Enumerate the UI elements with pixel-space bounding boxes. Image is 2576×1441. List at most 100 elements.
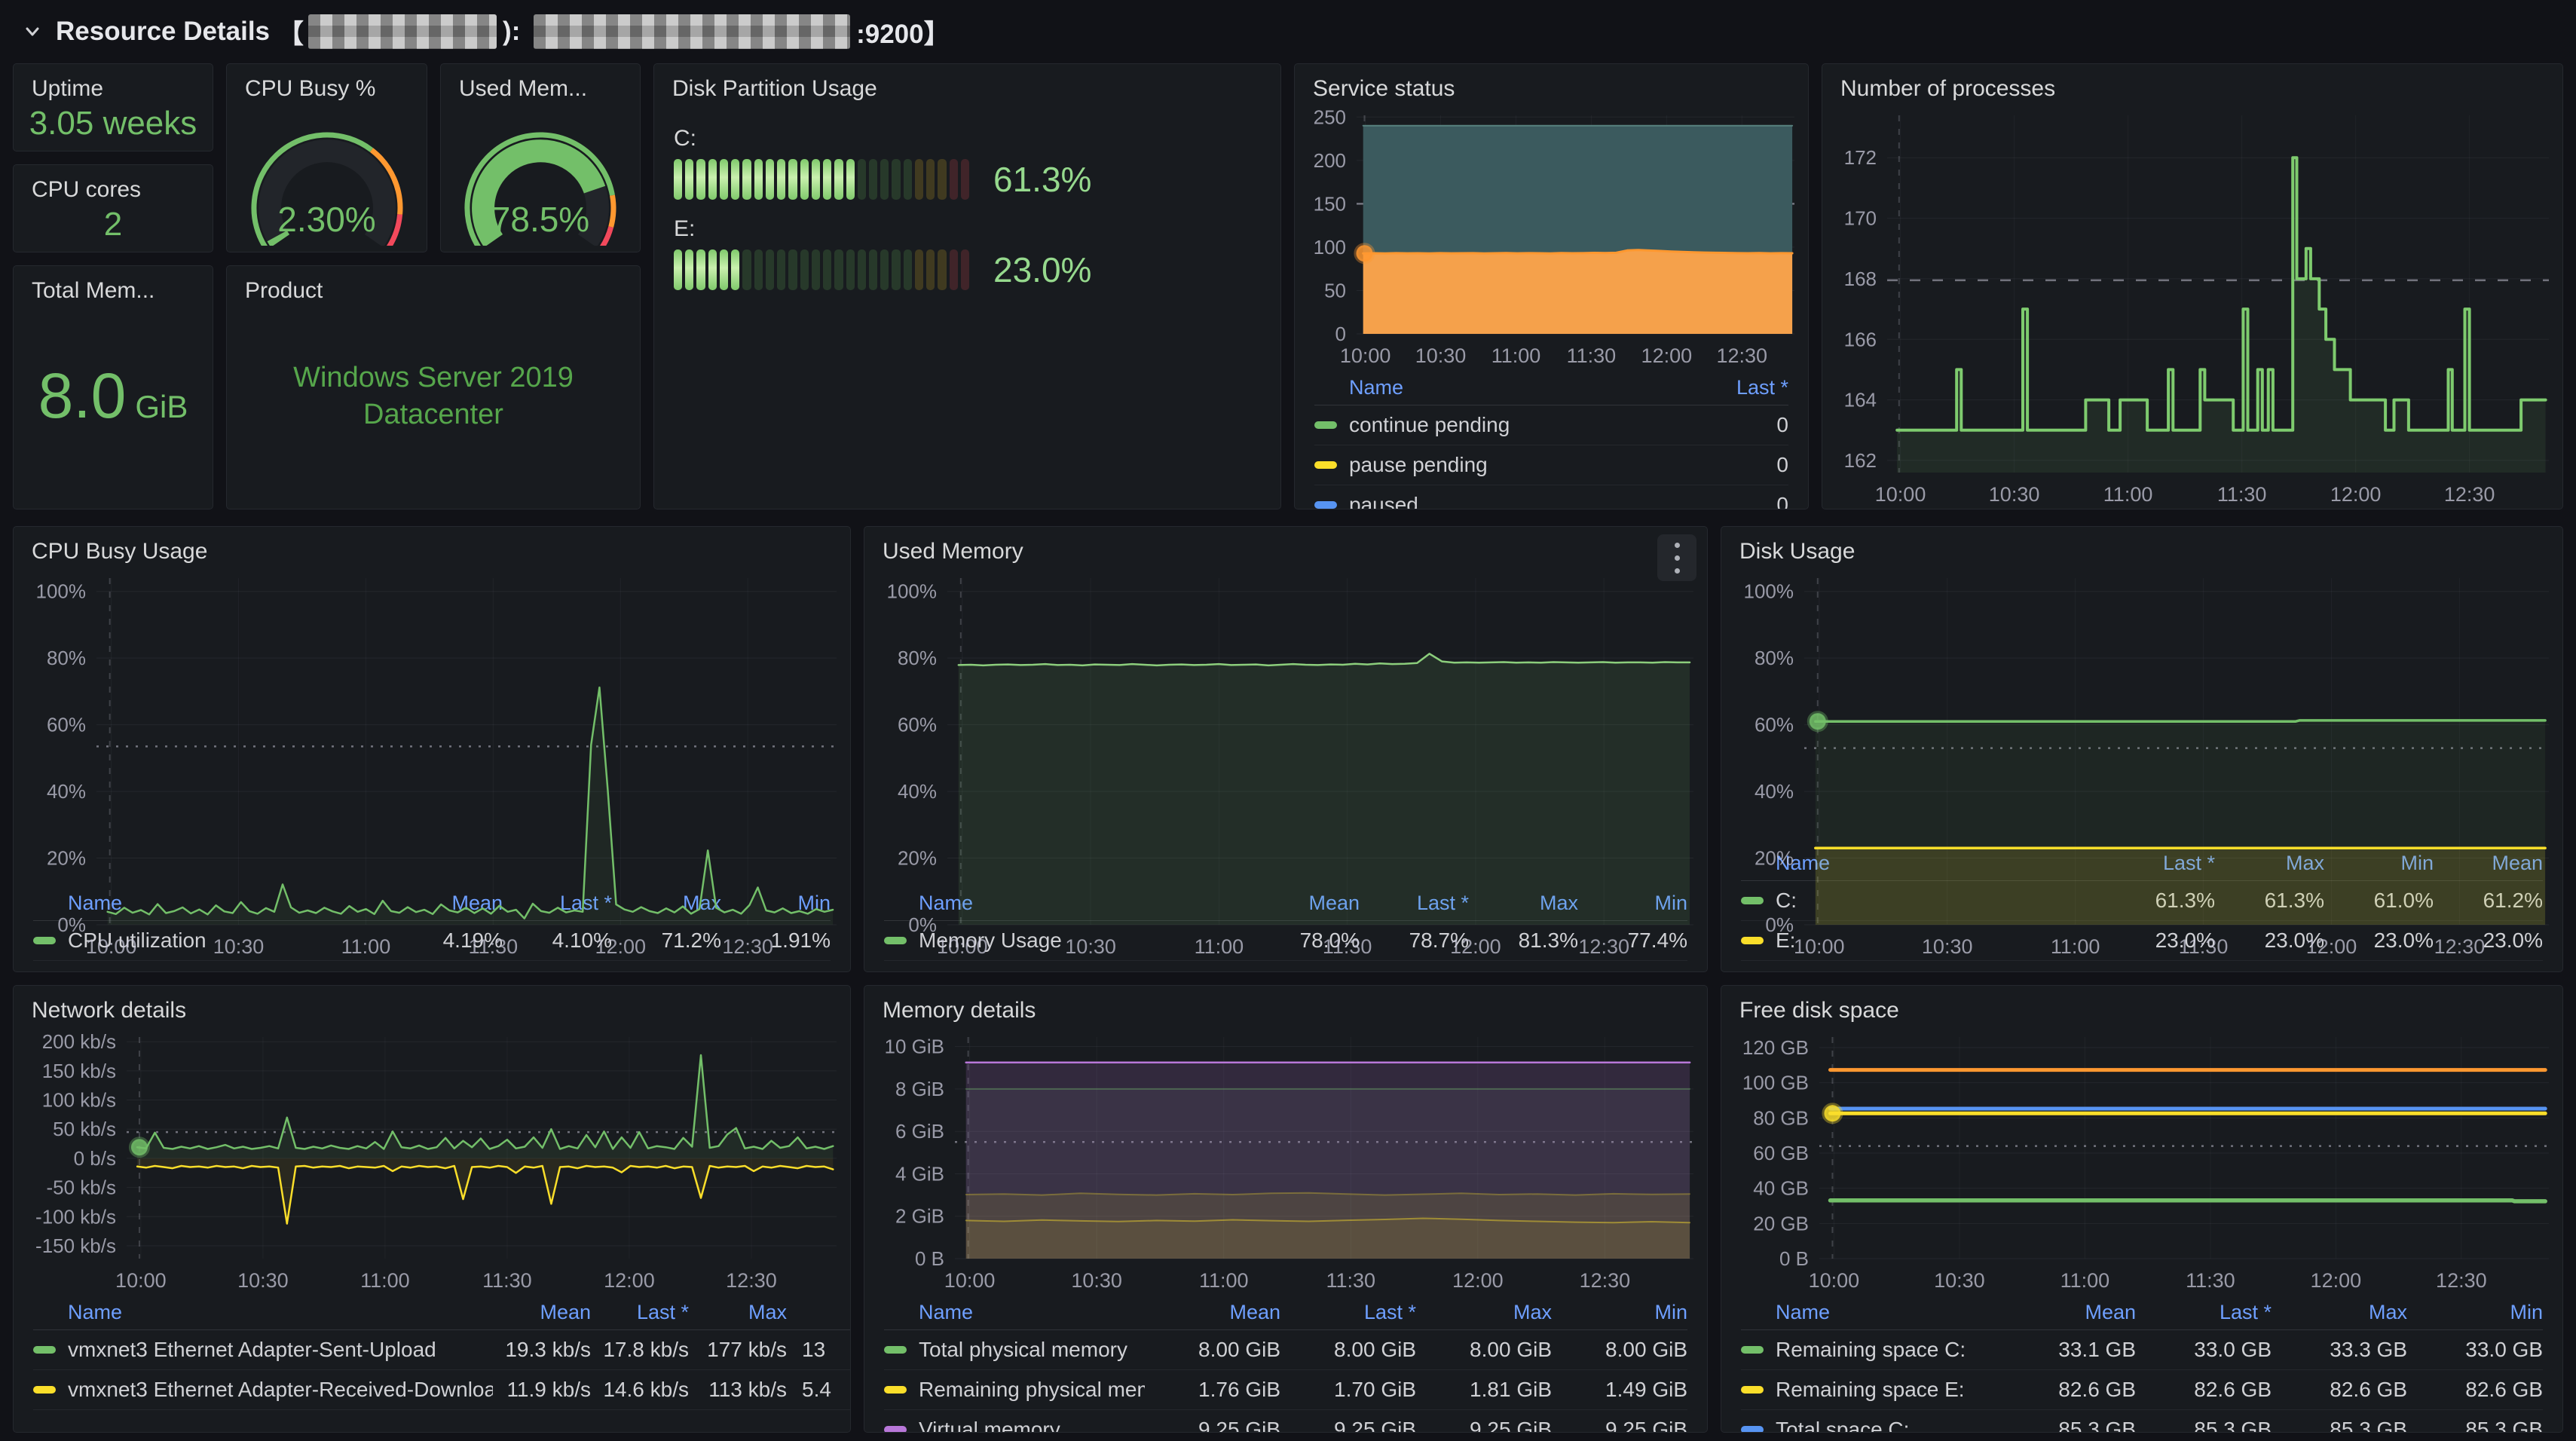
used-memory-chart[interactable]: 10:0010:3011:0011:3012:0012:300%20%40%60… bbox=[864, 568, 1707, 886]
legend-column-header[interactable]: Name bbox=[1314, 376, 1675, 399]
series-color-swatch[interactable] bbox=[1314, 421, 1337, 429]
total-memory-number: 8.0 bbox=[38, 359, 127, 433]
legend-series-name[interactable]: vmxnet3 Ethernet Adapter-Sent-Upload bbox=[68, 1338, 493, 1362]
panel-title[interactable]: Product bbox=[227, 266, 640, 307]
legend-row[interactable]: vmxnet3 Ethernet Adapter-Sent-Upload19.3… bbox=[33, 1330, 850, 1370]
led-segment bbox=[788, 159, 797, 200]
panel-title[interactable]: Used Mem... bbox=[441, 64, 640, 105]
legend-column-header[interactable]: Last * bbox=[1675, 376, 1788, 399]
legend-series-name[interactable]: Total space C: bbox=[1776, 1418, 2000, 1432]
series-color-swatch[interactable] bbox=[33, 1346, 56, 1354]
free-disk-space-chart[interactable]: 10:0010:3011:0011:3012:0012:300 B20 GB40… bbox=[1721, 1026, 2562, 1295]
svg-text:120 GB: 120 GB bbox=[1742, 1036, 1809, 1059]
legend-row[interactable]: Remaining space C:33.1 GB33.0 GB33.3 GB3… bbox=[1741, 1330, 2543, 1370]
legend-row[interactable]: Remaining physical memory1.76 GiB1.70 Gi… bbox=[884, 1370, 1687, 1410]
panel-title[interactable]: Uptime bbox=[14, 64, 213, 105]
series-color-swatch[interactable] bbox=[1741, 1346, 1764, 1354]
legend-series-name[interactable]: vmxnet3 Ethernet Adapter-Received-Downlo… bbox=[68, 1378, 493, 1402]
legend-header: NameLast * bbox=[1314, 370, 1788, 405]
panel-title[interactable]: Number of processes bbox=[1822, 64, 2562, 105]
series-color-swatch[interactable] bbox=[884, 1346, 907, 1354]
legend-column-header[interactable]: Last * bbox=[1280, 1301, 1416, 1324]
legend-row[interactable]: continue pending0 bbox=[1314, 405, 1788, 445]
used-mem-gauge[interactable]: 78.5% bbox=[441, 105, 640, 252]
led-segment bbox=[880, 249, 889, 290]
led-segment bbox=[834, 249, 843, 290]
led-segment bbox=[892, 249, 900, 290]
chevron-down-icon[interactable] bbox=[21, 20, 44, 43]
legend-row[interactable]: pause pending0 bbox=[1314, 445, 1788, 485]
legend-column-header[interactable]: Mean bbox=[1145, 1301, 1280, 1324]
series-color-swatch[interactable] bbox=[33, 1386, 56, 1394]
legend-row[interactable]: vmxnet3 Ethernet Adapter-Received-Downlo… bbox=[33, 1370, 850, 1410]
panel-title[interactable]: Total Mem... bbox=[14, 266, 213, 307]
legend-column-header[interactable]: Min bbox=[2407, 1301, 2543, 1324]
legend-series-name[interactable]: Total physical memory bbox=[919, 1338, 1145, 1362]
svg-text:50: 50 bbox=[1324, 279, 1346, 301]
legend-row[interactable]: Total space C:85.3 GB85.3 GB85.3 GB85.3 … bbox=[1741, 1410, 2543, 1432]
legend-series-name[interactable]: paused bbox=[1349, 493, 1675, 509]
disk-usage-chart[interactable]: 10:0010:3011:0011:3012:0012:300%20%40%60… bbox=[1721, 568, 2562, 846]
legend-series-name[interactable]: pause pending bbox=[1349, 453, 1675, 477]
panel-title[interactable]: CPU cores bbox=[14, 165, 213, 206]
panel-title[interactable]: CPU Busy % bbox=[227, 64, 427, 105]
processes-chart[interactable]: 10:0010:3011:0011:3012:0012:301621641661… bbox=[1822, 105, 2562, 509]
series-color-swatch[interactable] bbox=[1314, 461, 1337, 469]
panel-title[interactable]: Disk Partition Usage bbox=[654, 64, 1280, 105]
series-color-swatch[interactable] bbox=[1741, 1426, 1764, 1432]
panel-title[interactable]: Used Memory bbox=[864, 527, 1707, 568]
led-segment bbox=[823, 159, 831, 200]
svg-text:10:30: 10:30 bbox=[1922, 935, 1973, 958]
panel-title[interactable]: CPU Busy Usage bbox=[14, 527, 850, 568]
cpu-busy-usage-chart[interactable]: 10:0010:3011:0011:3012:0012:300%20%40%60… bbox=[14, 568, 850, 886]
legend-row[interactable]: Virtual memory9.25 GiB9.25 GiB9.25 GiB9.… bbox=[884, 1410, 1687, 1432]
series-color-swatch[interactable] bbox=[1741, 1386, 1764, 1394]
service-status-chart[interactable]: 10:0010:3011:0011:3012:0012:300501001502… bbox=[1295, 105, 1808, 370]
legend-series-name[interactable]: continue pending bbox=[1349, 413, 1675, 437]
svg-text:166: 166 bbox=[1844, 328, 1877, 350]
cpu-busy-gauge[interactable]: 2.30% bbox=[227, 105, 427, 252]
legend-value: 33.0 GB bbox=[2136, 1338, 2272, 1362]
network-details-chart[interactable]: 10:0010:3011:0011:3012:0012:30-150 kb/s-… bbox=[14, 1026, 850, 1295]
svg-text:12:30: 12:30 bbox=[726, 1269, 777, 1292]
legend-column-header[interactable]: Mean bbox=[2000, 1301, 2136, 1324]
legend-row[interactable]: Remaining space E:82.6 GB82.6 GB82.6 GB8… bbox=[1741, 1370, 2543, 1410]
series-color-swatch[interactable] bbox=[1314, 501, 1337, 509]
svg-text:10:00: 10:00 bbox=[1340, 344, 1391, 367]
svg-text:20 GB: 20 GB bbox=[1753, 1212, 1809, 1234]
legend-series-name[interactable]: Remaining space E: bbox=[1776, 1378, 2000, 1402]
legend-series-name[interactable]: Remaining space C: bbox=[1776, 1338, 2000, 1362]
legend-column-header[interactable]: Max bbox=[1416, 1301, 1552, 1324]
led-segment bbox=[846, 159, 855, 200]
panel-title[interactable]: Service status bbox=[1295, 64, 1808, 105]
svg-text:12:30: 12:30 bbox=[2444, 483, 2495, 506]
legend-column-header[interactable]: Name bbox=[1741, 1301, 2000, 1324]
legend-column-header[interactable]: Last * bbox=[591, 1301, 689, 1324]
panel-title[interactable]: Network details bbox=[14, 986, 850, 1026]
legend-row[interactable]: paused0 bbox=[1314, 485, 1788, 509]
dashboard-row-header[interactable]: Resource Details 【 ): :9200】 bbox=[0, 0, 2576, 63]
legend-column-header[interactable]: Name bbox=[33, 1301, 493, 1324]
total-memory-unit: GiB bbox=[135, 389, 188, 425]
uptime-value: 3.05 weeks bbox=[14, 105, 213, 151]
series-color-swatch[interactable] bbox=[884, 1386, 907, 1394]
panel-title[interactable]: Disk Usage bbox=[1721, 527, 2562, 568]
memory-details-chart[interactable]: 10:0010:3011:0011:3012:0012:300 B2 GiB4 … bbox=[864, 1026, 1707, 1295]
legend-column-header[interactable]: Last * bbox=[2136, 1301, 2272, 1324]
legend-column-header[interactable]: Name bbox=[884, 1301, 1145, 1324]
legend-row[interactable]: Total physical memory8.00 GiB8.00 GiB8.0… bbox=[884, 1330, 1687, 1370]
legend-column-header[interactable]: Max bbox=[2272, 1301, 2407, 1324]
svg-text:10:00: 10:00 bbox=[1875, 483, 1926, 506]
led-segment bbox=[904, 249, 912, 290]
panel-title[interactable]: Memory details bbox=[864, 986, 1707, 1026]
svg-text:164: 164 bbox=[1844, 389, 1877, 411]
led-segment bbox=[800, 159, 809, 200]
legend-value: 5.4 bbox=[787, 1378, 850, 1402]
legend-series-name[interactable]: Virtual memory bbox=[919, 1418, 1145, 1432]
legend-column-header[interactable]: Min bbox=[1552, 1301, 1687, 1324]
series-color-swatch[interactable] bbox=[884, 1426, 907, 1432]
legend-series-name[interactable]: Remaining physical memory bbox=[919, 1378, 1145, 1402]
legend-column-header[interactable]: Max bbox=[689, 1301, 787, 1324]
panel-title[interactable]: Free disk space bbox=[1721, 986, 2562, 1026]
legend-column-header[interactable]: Mean bbox=[493, 1301, 591, 1324]
